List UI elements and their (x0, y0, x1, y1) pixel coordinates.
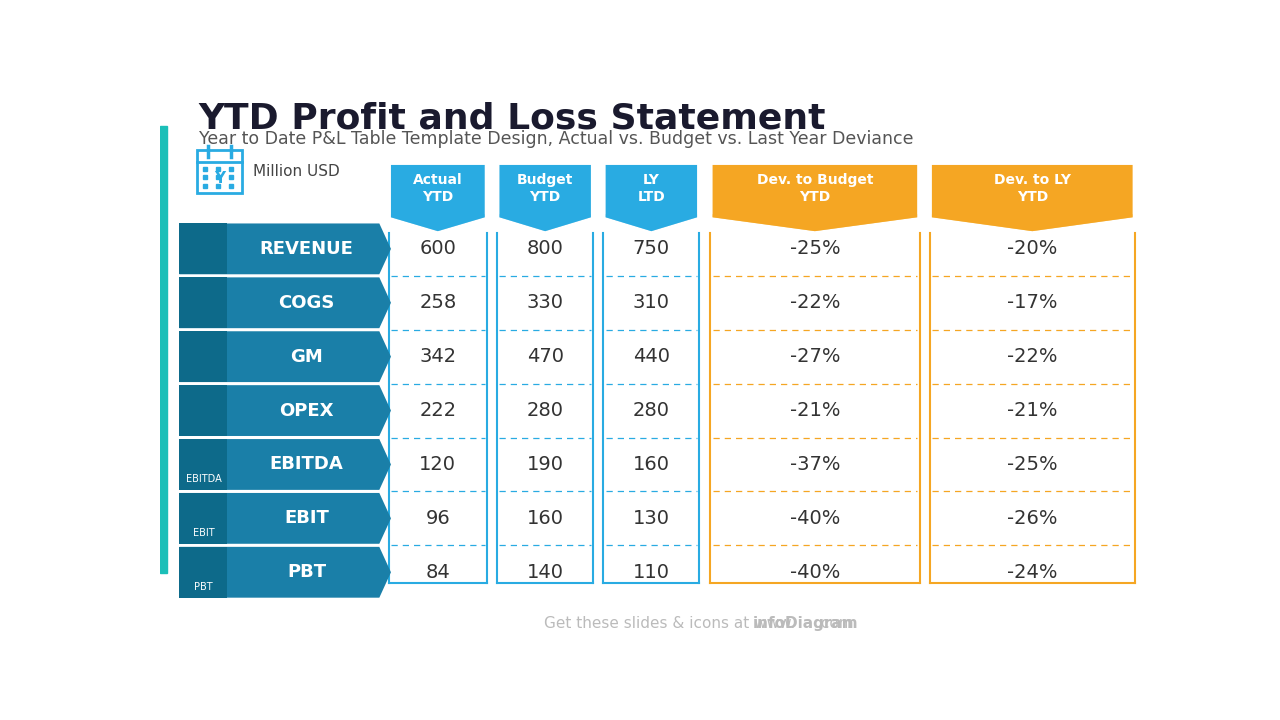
Text: 110: 110 (632, 563, 669, 582)
Text: 470: 470 (526, 347, 563, 366)
Polygon shape (179, 277, 228, 328)
Polygon shape (713, 165, 918, 231)
Text: 310: 310 (632, 293, 669, 312)
Text: 190: 190 (526, 455, 563, 474)
Text: REVENUE: REVENUE (260, 240, 353, 258)
Polygon shape (179, 547, 390, 598)
Text: GM: GM (291, 348, 323, 366)
Polygon shape (179, 493, 390, 544)
Text: -21%: -21% (790, 401, 840, 420)
Polygon shape (499, 165, 591, 231)
Text: 130: 130 (632, 509, 669, 528)
Text: LY
LTD: LY LTD (637, 173, 666, 204)
Text: -40%: -40% (790, 509, 840, 528)
Text: Get these slides & icons at www.: Get these slides & icons at www. (544, 616, 795, 631)
Text: -17%: -17% (1007, 293, 1057, 312)
Text: 160: 160 (526, 509, 563, 528)
Polygon shape (179, 547, 228, 598)
Text: .com: .com (817, 616, 854, 631)
Text: Million USD: Million USD (253, 163, 339, 179)
Polygon shape (499, 215, 591, 231)
Polygon shape (932, 165, 1133, 231)
Text: 440: 440 (632, 347, 669, 366)
Polygon shape (179, 223, 228, 274)
Text: 280: 280 (632, 401, 669, 420)
Text: 140: 140 (526, 563, 563, 582)
Text: -25%: -25% (790, 239, 840, 258)
Polygon shape (179, 385, 390, 436)
Text: -25%: -25% (1007, 455, 1057, 474)
Text: 342: 342 (420, 347, 457, 366)
Polygon shape (179, 385, 228, 436)
Polygon shape (390, 165, 485, 231)
Text: COGS: COGS (278, 294, 334, 312)
Text: 280: 280 (526, 401, 563, 420)
Text: Actual
YTD: Actual YTD (413, 173, 462, 204)
Polygon shape (390, 215, 485, 231)
Text: PBT: PBT (287, 563, 326, 581)
Text: Y: Y (214, 171, 225, 186)
Text: EBIT: EBIT (284, 509, 329, 527)
Text: YTD Profit and Loss Statement: YTD Profit and Loss Statement (198, 102, 827, 136)
Polygon shape (179, 331, 228, 382)
Text: Budget
YTD: Budget YTD (517, 173, 573, 204)
Text: 600: 600 (420, 239, 456, 258)
Text: 84: 84 (425, 563, 451, 582)
Polygon shape (179, 439, 390, 490)
Polygon shape (179, 331, 390, 382)
Text: Dev. to Budget
YTD: Dev. to Budget YTD (756, 173, 873, 204)
Text: Dev. to LY
YTD: Dev. to LY YTD (993, 173, 1071, 204)
Text: -24%: -24% (1007, 563, 1057, 582)
Text: 96: 96 (425, 509, 451, 528)
Text: 750: 750 (632, 239, 669, 258)
Bar (160, 127, 166, 573)
Text: -21%: -21% (1007, 401, 1057, 420)
Text: 222: 222 (420, 401, 457, 420)
Text: EBIT: EBIT (192, 528, 214, 539)
Polygon shape (179, 223, 390, 274)
Text: -20%: -20% (1007, 239, 1057, 258)
Text: -22%: -22% (790, 293, 840, 312)
Text: -37%: -37% (790, 455, 840, 474)
Text: -22%: -22% (1007, 347, 1057, 366)
Polygon shape (179, 493, 228, 544)
Text: EBITDA: EBITDA (270, 456, 343, 474)
Text: 258: 258 (420, 293, 457, 312)
Text: -40%: -40% (790, 563, 840, 582)
Text: -26%: -26% (1007, 509, 1057, 528)
Text: OPEX: OPEX (279, 402, 334, 420)
Polygon shape (932, 215, 1133, 231)
Polygon shape (713, 215, 918, 231)
Text: 160: 160 (632, 455, 669, 474)
Text: -27%: -27% (790, 347, 840, 366)
Text: 330: 330 (526, 293, 563, 312)
Polygon shape (179, 439, 228, 490)
Text: PBT: PBT (195, 582, 212, 593)
Text: 800: 800 (527, 239, 563, 258)
Text: 120: 120 (420, 455, 457, 474)
Text: EBITDA: EBITDA (186, 474, 221, 485)
Bar (197, 150, 242, 193)
Polygon shape (605, 165, 698, 231)
Polygon shape (605, 215, 698, 231)
Polygon shape (179, 277, 390, 328)
Text: infoDiagram: infoDiagram (753, 616, 859, 631)
Text: Year to Date P&L Table Template Design, Actual vs. Budget vs. Last Year Deviance: Year to Date P&L Table Template Design, … (198, 130, 913, 148)
